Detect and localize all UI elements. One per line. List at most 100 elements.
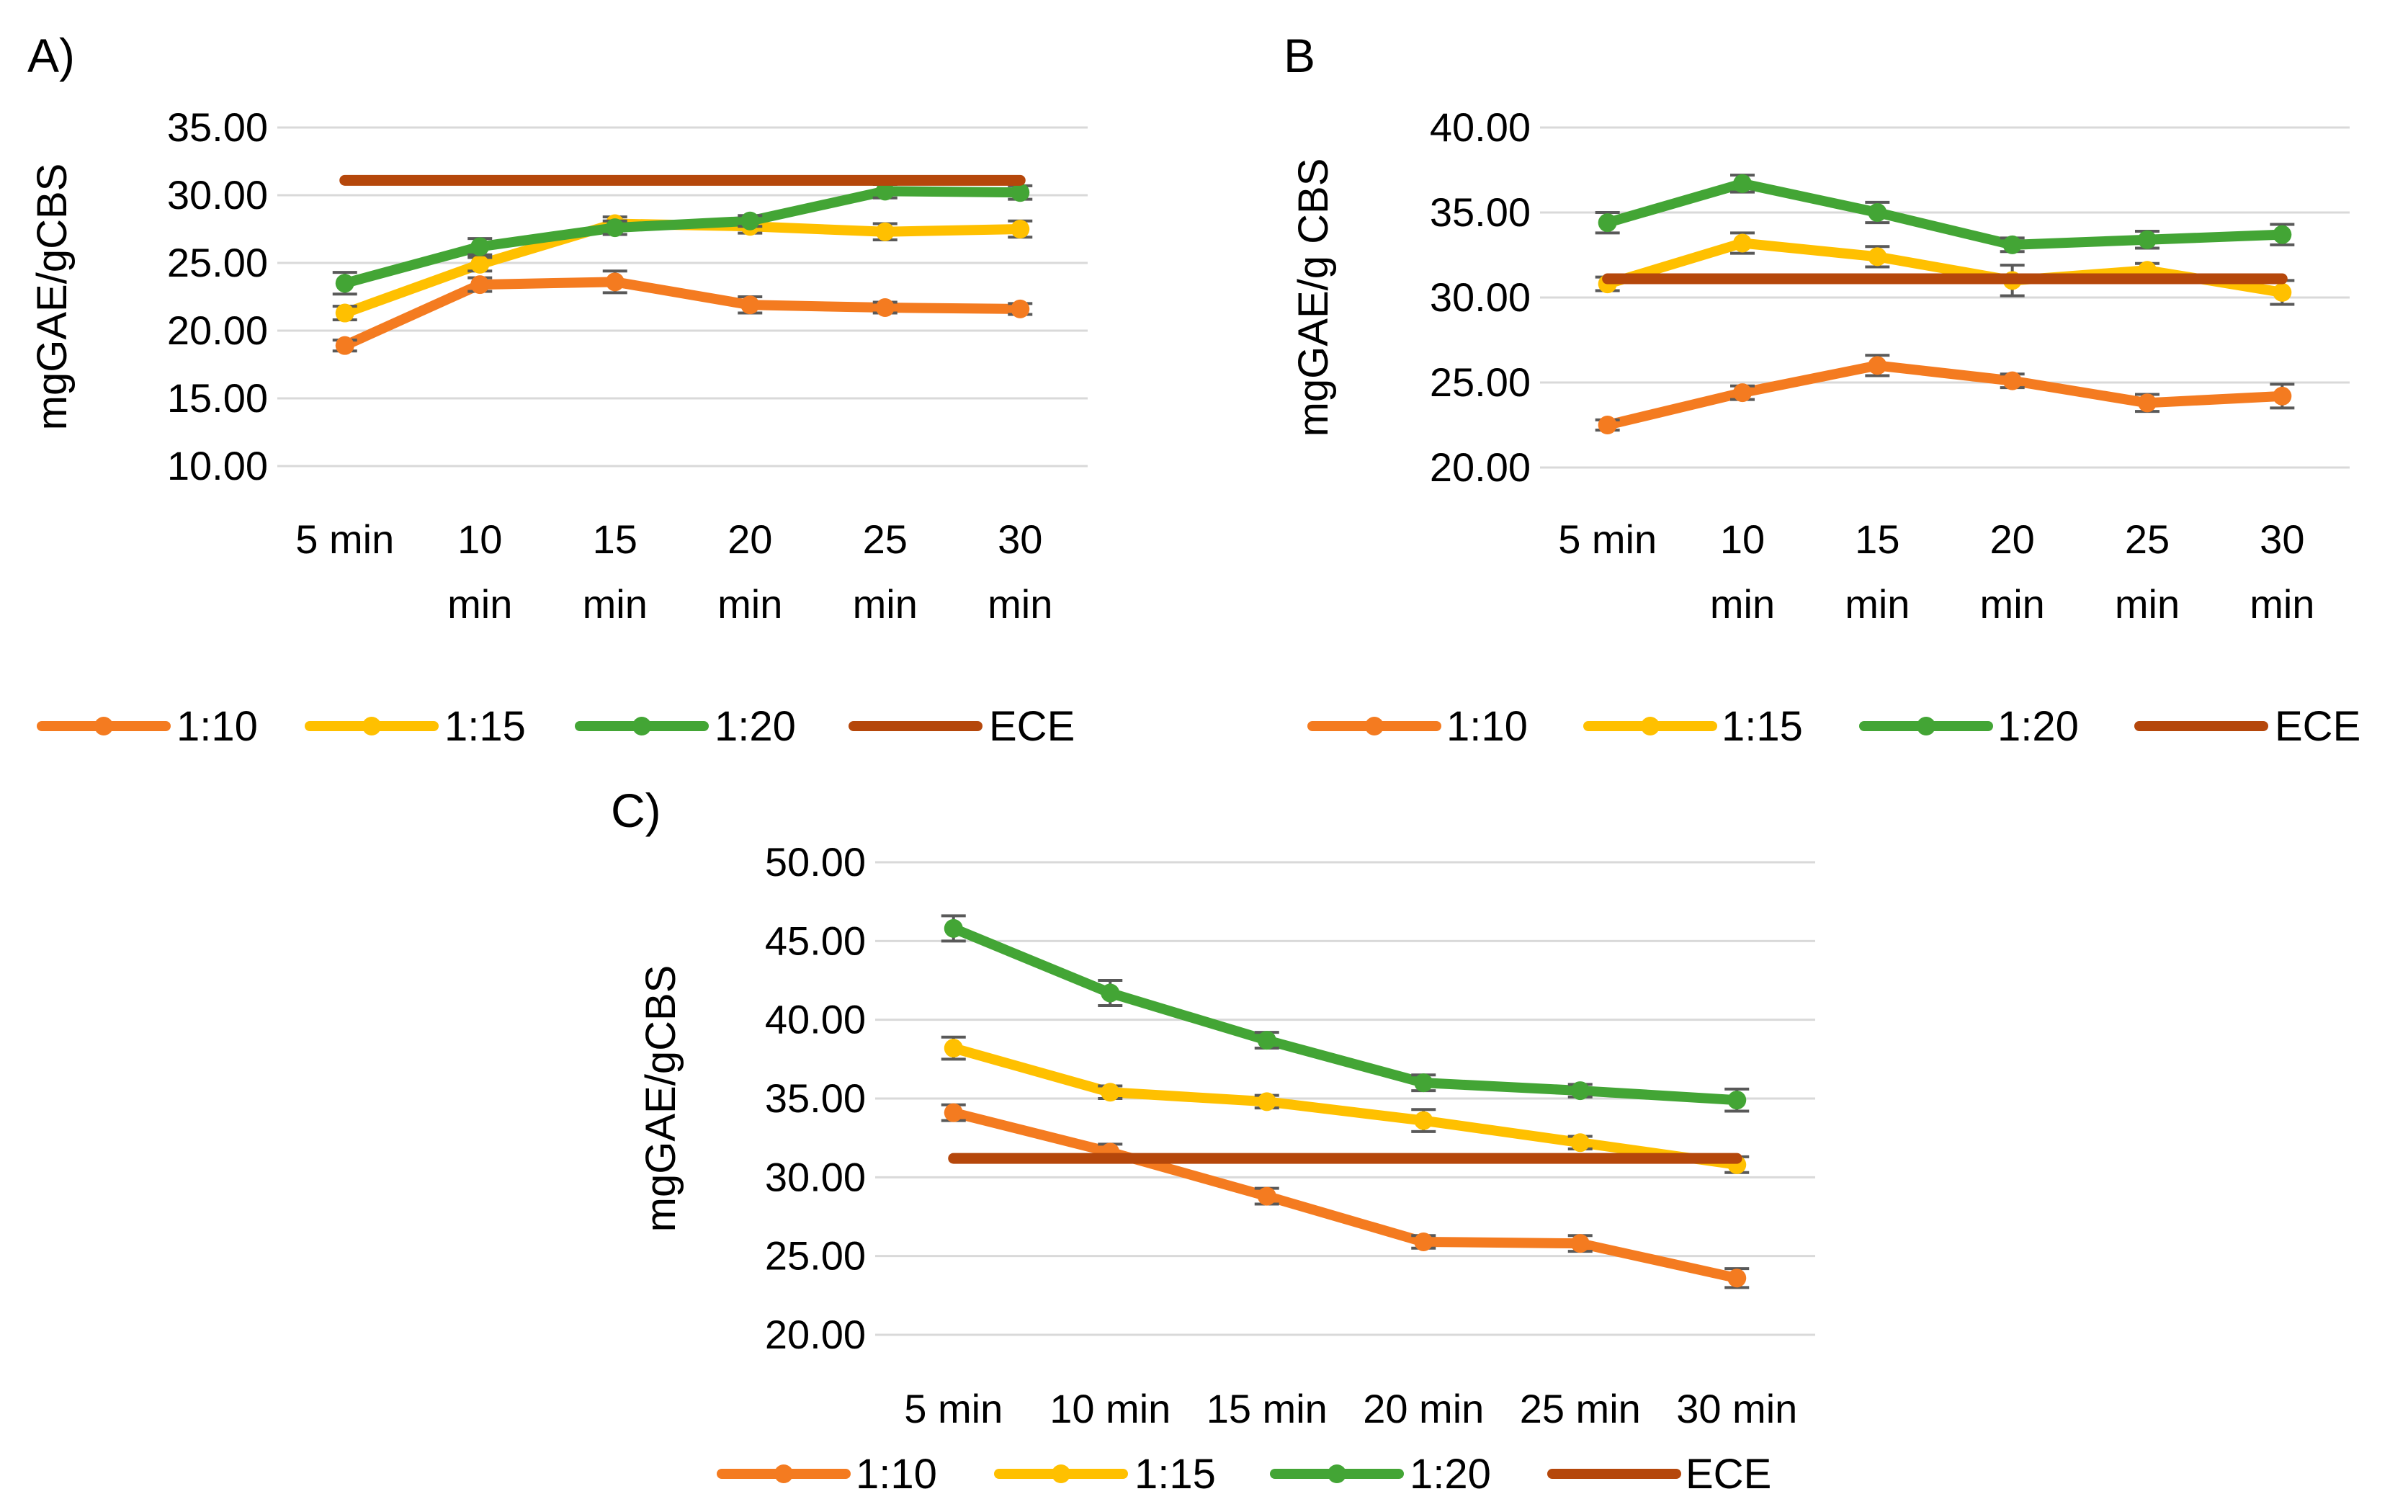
data-point: [1868, 247, 1887, 267]
x-tick-label: 20: [1990, 516, 2035, 562]
x-tick-label: min: [2115, 581, 2180, 627]
legend: 1:10 1:15 1:20 ECE: [37, 703, 1075, 750]
data-point: [2138, 393, 2157, 413]
legend-item: 1:15: [994, 1451, 1216, 1498]
data-point: [1011, 220, 1030, 238]
y-tick-label: 35.00: [765, 1075, 866, 1121]
x-tick-label: min: [447, 581, 512, 627]
y-tick-label: 25.00: [765, 1233, 866, 1279]
data-point: [335, 303, 354, 323]
legend-marker: [1052, 1464, 1070, 1483]
y-tick-label: 30.00: [765, 1154, 866, 1199]
data-point: [1011, 183, 1030, 202]
legend-marker: [632, 717, 651, 735]
x-tick-label: 25: [863, 516, 908, 562]
data-point: [1414, 1232, 1433, 1251]
series-1-10: [941, 1103, 1750, 1289]
y-tick-label: 35.00: [167, 104, 268, 150]
data-point: [1727, 1091, 1747, 1110]
panel-label: A): [27, 29, 75, 82]
legend: 1:10 1:15 1:20 ECE: [1307, 703, 2360, 750]
legend-label: ECE: [1686, 1451, 1771, 1498]
y-tick-label: 30.00: [1430, 274, 1531, 320]
legend-marker: [1365, 717, 1384, 735]
series-1-10: [332, 269, 1033, 355]
data-point: [1570, 1133, 1590, 1153]
x-tick-label: 5 min: [904, 1386, 1003, 1431]
legend-label: 1:20: [1410, 1451, 1491, 1498]
x-tick-label: 15 min: [1207, 1386, 1328, 1431]
legend-item: 1:20: [1859, 703, 2079, 750]
x-tick-label: 5 min: [1558, 516, 1657, 562]
panel-label: B: [1284, 29, 1315, 82]
x-tick-label: min: [853, 581, 918, 627]
x-tick-label: 10 min: [1049, 1386, 1171, 1431]
legend-marker: [1917, 717, 1935, 735]
y-axis-title: mgGAE/gCBS: [29, 164, 76, 431]
legend-label: 1:10: [176, 703, 258, 750]
chart-panel-3: C) 20.00 25.00 30.00 35.00 40.00 45.00 50.00 mgG…: [611, 784, 1815, 1498]
series-line: [1602, 360, 2288, 430]
x-tick-label: 15: [1855, 516, 1899, 562]
data-point: [740, 295, 760, 315]
data-point: [875, 182, 895, 201]
x-tick-label: min: [717, 581, 782, 627]
legend-item: ECE: [849, 703, 1075, 750]
y-tick-label: 20.00: [167, 308, 268, 353]
y-tick-label: 35.00: [1430, 189, 1531, 235]
legend: 1:10 1:15 1:20 ECE: [717, 1451, 1771, 1498]
series-line: [339, 186, 1026, 289]
chart-panel-1: A) 10.00 15.00 20.00 25.00 30.00 35.00 mgGAE/gC…: [27, 29, 1088, 750]
x-tick-label: 5 min: [295, 516, 394, 562]
series-1-20: [1595, 174, 2295, 254]
series-line: [1602, 178, 2288, 250]
data-point: [944, 1103, 963, 1122]
series-line: [948, 1107, 1742, 1284]
data-point: [740, 211, 760, 231]
x-tick-label: 25 min: [1520, 1386, 1641, 1431]
legend-label: 1:15: [444, 703, 526, 750]
legend-label: 1:20: [1997, 703, 2079, 750]
series-1-10: [1595, 354, 2295, 434]
x-tick-label: min: [1845, 581, 1910, 627]
legend-marker: [362, 717, 381, 735]
data-point: [2273, 386, 2292, 406]
y-axis-title: mgGAE/g CBS: [1290, 158, 1337, 437]
data-point: [1257, 1031, 1276, 1050]
legend-item: 1:15: [1583, 703, 1803, 750]
data-point: [1570, 1234, 1590, 1253]
x-tick-label: 10: [1720, 516, 1765, 562]
data-point: [1598, 213, 1617, 233]
y-tick-label: 15.00: [167, 375, 268, 421]
x-tick-label: min: [1710, 581, 1775, 627]
legend-label: 1:20: [715, 703, 796, 750]
data-point: [1733, 174, 1752, 193]
series-line: [339, 277, 1026, 351]
legend-marker: [1641, 717, 1660, 735]
legend-label: 1:15: [1134, 1451, 1216, 1498]
data-point: [944, 1039, 963, 1058]
y-tick-label: 40.00: [765, 997, 866, 1042]
y-tick-label: 25.00: [1430, 359, 1531, 405]
legend-label: 1:10: [856, 1451, 937, 1498]
data-point: [1101, 1083, 1120, 1102]
legend-label: 1:10: [1446, 703, 1528, 750]
data-point: [335, 336, 354, 355]
data-point: [1570, 1081, 1590, 1101]
data-point: [1868, 203, 1887, 222]
data-point: [470, 275, 490, 295]
series-line: [948, 923, 1742, 1106]
series-1-20: [941, 914, 1750, 1113]
data-point: [1257, 1092, 1276, 1111]
data-point: [1868, 356, 1887, 375]
y-tick-label: 50.00: [765, 839, 866, 885]
data-point: [1414, 1073, 1433, 1093]
series-1-20: [332, 182, 1033, 296]
x-tick-label: 20 min: [1363, 1386, 1484, 1431]
legend-marker: [94, 717, 113, 735]
legend-item: 1:10: [1307, 703, 1528, 750]
y-tick-label: 25.00: [167, 240, 268, 285]
data-point: [2273, 225, 2292, 244]
legend-item: 1:15: [305, 703, 526, 750]
